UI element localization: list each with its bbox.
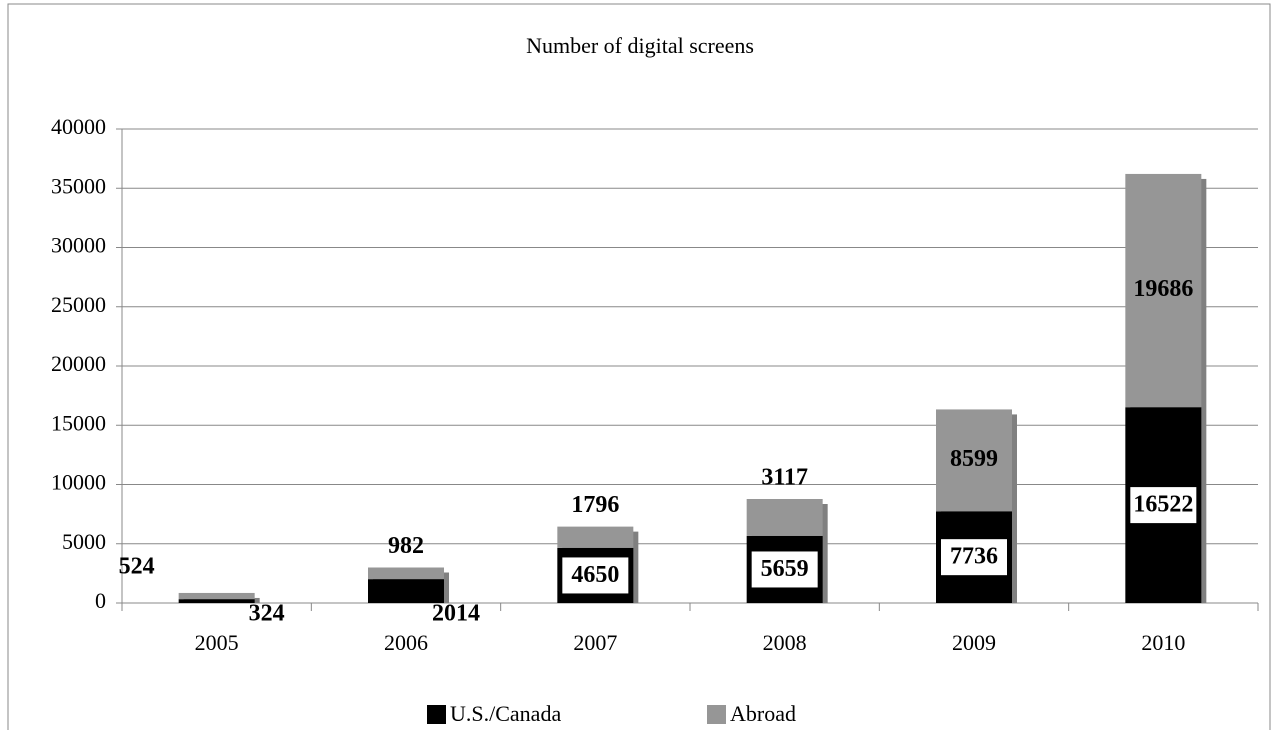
x-tick-label: 2009	[952, 630, 996, 655]
y-tick-label: 0	[95, 588, 106, 613]
legend-swatch	[427, 705, 446, 724]
label-box	[751, 551, 818, 588]
data-label: 5659	[761, 556, 809, 582]
legend-label: U.S./Canada	[450, 701, 561, 726]
bar-segment	[368, 567, 444, 580]
x-tick-label: 2007	[573, 630, 617, 655]
x-tick-label: 2008	[763, 630, 807, 655]
data-label: 524	[119, 553, 155, 579]
label-box	[562, 557, 629, 594]
data-label: 3117	[761, 465, 808, 491]
label-box	[1130, 487, 1197, 524]
legend-label: Abroad	[730, 701, 796, 726]
y-tick-label: 40000	[51, 114, 106, 139]
chart-frame	[7, 3, 1271, 735]
y-tick-label: 10000	[51, 470, 106, 495]
y-tick-label: 25000	[51, 292, 106, 317]
data-label: 19686	[1133, 276, 1193, 302]
x-tick-label: 2006	[384, 630, 428, 655]
data-label: 982	[388, 533, 424, 559]
label-box	[941, 539, 1007, 576]
bar-segment	[936, 409, 1012, 512]
x-tick-label: 2005	[195, 630, 239, 655]
bar-segment	[368, 579, 444, 603]
x-tick-label: 2010	[1141, 630, 1185, 655]
y-tick-label: 35000	[51, 173, 106, 198]
y-tick-label: 15000	[51, 410, 106, 435]
bar-segment	[178, 599, 255, 603]
chart-title: Number of digital screens	[526, 33, 754, 58]
bar-segment	[557, 526, 634, 548]
bar-segment	[178, 592, 255, 600]
bar-segment	[746, 499, 823, 536]
data-label: 324	[249, 601, 285, 627]
y-tick-label: 30000	[51, 233, 106, 258]
data-label: 16522	[1133, 492, 1193, 518]
data-label: 7736	[950, 544, 998, 570]
data-label: 8599	[950, 446, 998, 472]
data-label: 4650	[571, 562, 619, 588]
bar-segment	[1125, 173, 1202, 408]
data-label: 2014	[432, 601, 480, 627]
y-tick-label: 5000	[62, 529, 106, 554]
data-label: 1796	[571, 492, 619, 518]
y-tick-label: 20000	[51, 351, 106, 376]
legend-swatch	[707, 705, 726, 724]
